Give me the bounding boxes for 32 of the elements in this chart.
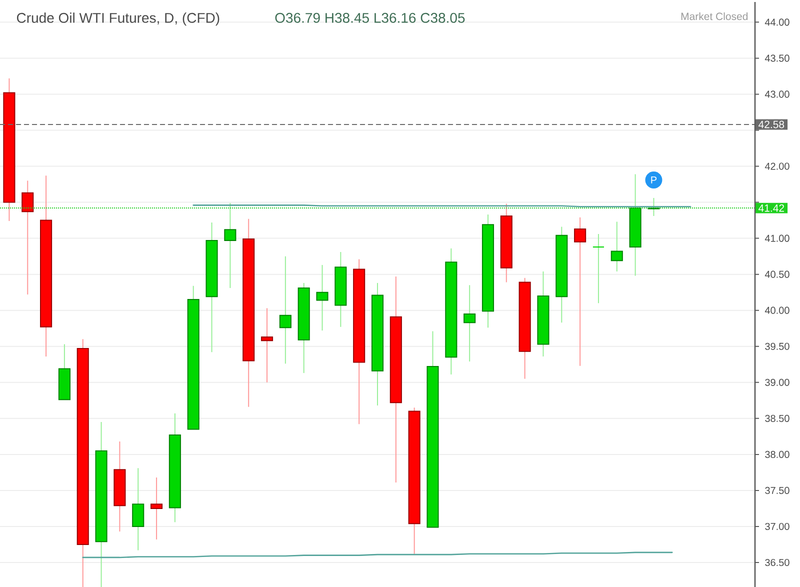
y-tick-label: 37.50 [765,486,790,494]
y-tick-label: 36.50 [765,558,790,566]
candlestick [648,197,660,216]
candlestick [22,180,34,296]
y-tick-label: 43.00 [764,90,790,98]
candlestick [224,202,236,289]
y-tick-label: 44.00 [764,18,790,26]
y-tick-label: 38.50 [765,414,790,422]
candlestick [260,308,274,383]
candlestick [592,233,604,304]
y-tick-label: 37.00 [765,522,790,530]
candlestick [610,221,623,272]
y-tick-label: 38.00 [765,450,790,458]
y-tick-label: 43.50 [764,54,790,62]
candlestick [132,468,144,551]
candlestick [464,284,476,362]
candlestick [279,256,292,364]
text: O36.79 H38.45 L36.16 C38.05 [275,12,465,23]
candlestick [316,264,328,332]
y-tick-label: 39.00 [765,378,790,386]
y-tick-label: 41.00 [764,234,790,242]
y-tick-label: 40.50 [764,270,790,278]
y-tick-label: 39.50 [765,342,790,350]
candlestick [150,476,163,540]
text: Crude Oil WTI Futures, D, (CFD) [16,12,220,26]
candlestick [574,216,586,366]
annotation: Market Closed [681,12,748,20]
annotation: P [651,176,657,184]
ref-line-label: 41.42 [758,204,784,212]
y-tick-label: 42.00 [764,162,790,170]
ref-line-label: 42.58 [758,120,784,128]
y-tick-label: 40.00 [764,306,790,314]
